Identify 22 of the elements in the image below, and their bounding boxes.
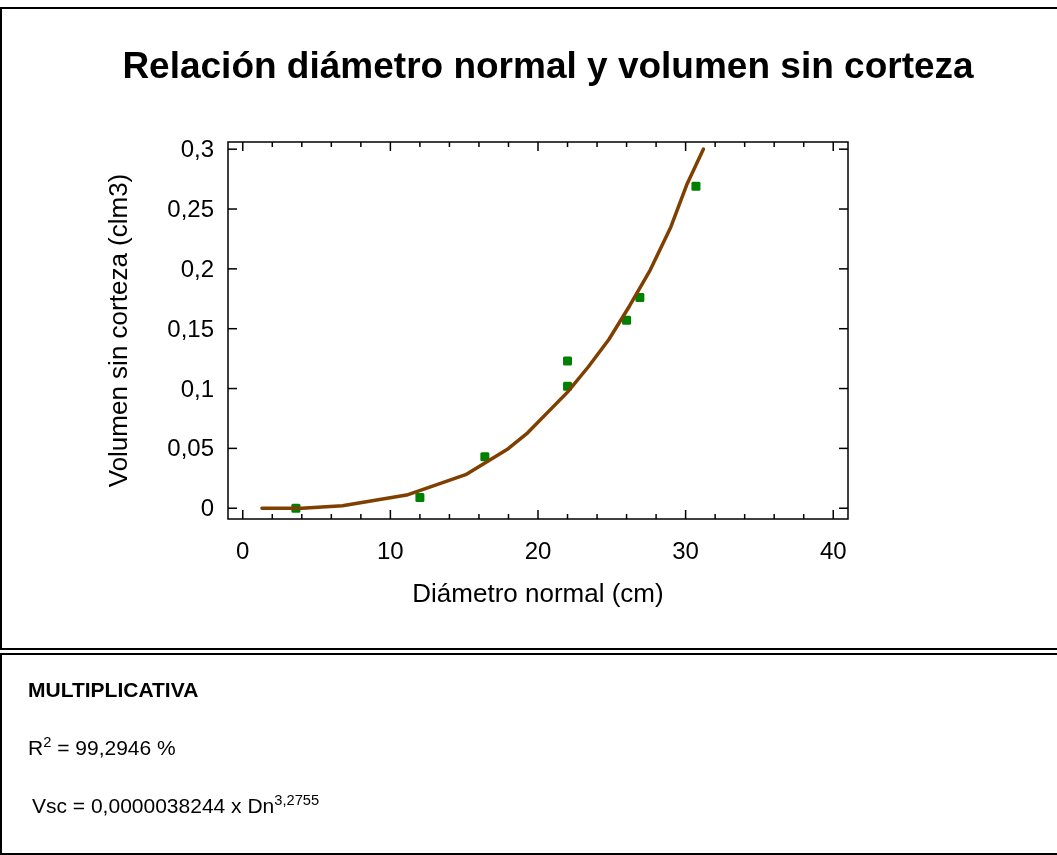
y-axis-title: Volumen sin corteza (clm3) — [103, 173, 133, 488]
y-tick-label: 0,2 — [180, 254, 214, 282]
y-tick-label: 0,1 — [180, 374, 214, 402]
point — [691, 181, 701, 191]
x-axis-title: Diámetro normal (cm) — [412, 578, 664, 608]
y-tick-label: 0,05 — [167, 434, 214, 462]
x-tick-label: 0 — [236, 537, 250, 564]
point — [415, 492, 425, 502]
y-tick-label: 0,3 — [180, 135, 214, 163]
y-tick-label: 0,25 — [167, 195, 214, 223]
y-tick-label: 0,15 — [167, 314, 214, 342]
y-tick-label: 0 — [200, 494, 214, 522]
chart-title: Relación diámetro normal y volumen sin corteza — [122, 45, 975, 86]
point — [563, 356, 573, 366]
x-tick-label: 10 — [377, 537, 404, 564]
x-tick-label: 20 — [524, 537, 552, 564]
x-tick-label: 40 — [819, 537, 847, 564]
point — [480, 452, 490, 462]
text: Vsc = 0,0000038244 x Dn$^{3,2755}$ — [32, 792, 320, 817]
text: MULTIPLICATIVA — [28, 678, 199, 701]
text: R$^{2}$ = 99,2946 % — [28, 734, 176, 759]
x-tick-label: 30 — [672, 537, 699, 564]
